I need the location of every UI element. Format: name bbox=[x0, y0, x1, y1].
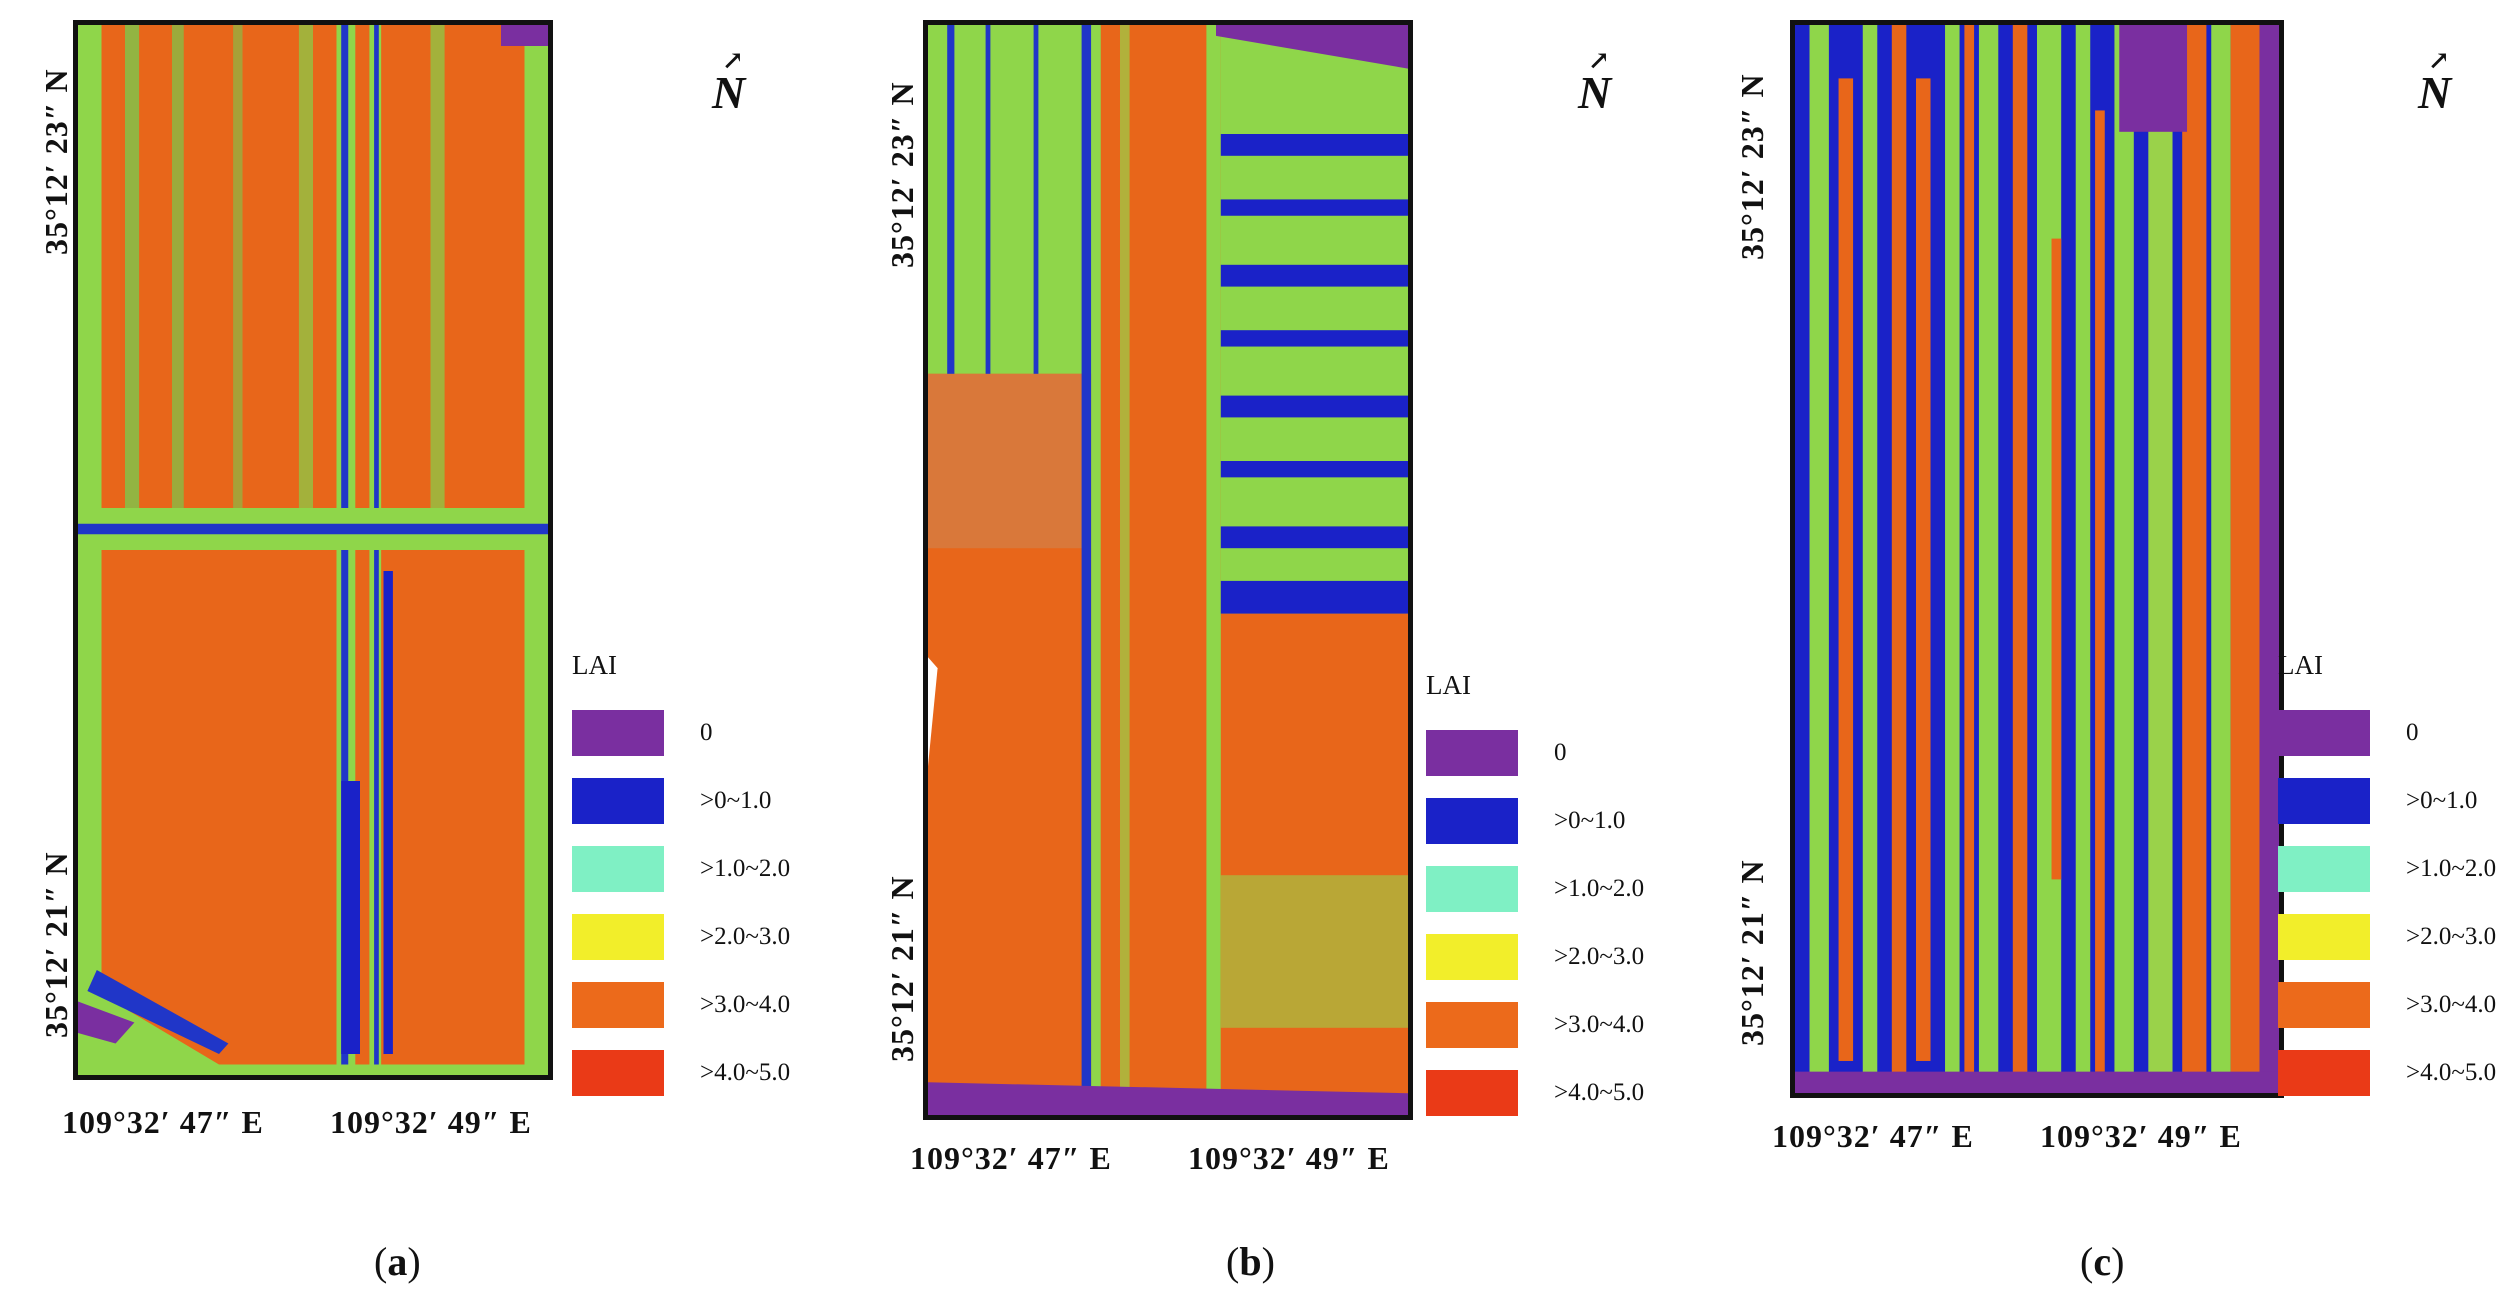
legend-item: >1.0~2.0 bbox=[1426, 855, 1644, 923]
legend-label: >3.0~4.0 bbox=[2406, 991, 2497, 1018]
legend-label: >2.0~3.0 bbox=[1554, 943, 1645, 970]
legend-label: 0 bbox=[1554, 739, 1567, 766]
legend-item: >4.0~5.0 bbox=[2278, 1039, 2496, 1107]
legend-swatch bbox=[572, 846, 664, 892]
lai-raster-a bbox=[78, 25, 548, 1075]
legend-item: >3.0~4.0 bbox=[572, 971, 790, 1039]
legend-swatch bbox=[1426, 934, 1518, 980]
lai-legend-c: LAI 0 >0~1.0 >1.0~2.0 >2.0~3.0 >3.0~4.0 … bbox=[2278, 650, 2496, 1107]
legend-item: >0~1.0 bbox=[2278, 767, 2496, 835]
legend-swatch bbox=[1426, 798, 1518, 844]
legend-swatch bbox=[2278, 778, 2370, 824]
legend-swatch bbox=[2278, 846, 2370, 892]
panel-c: 35°12′ 23″ N 35°12′ 21″ N 109°32′ 47″ E … bbox=[1680, 0, 2519, 1298]
legend-item: 0 bbox=[572, 699, 790, 767]
legend-swatch bbox=[1426, 730, 1518, 776]
legend-label: 0 bbox=[2406, 719, 2419, 746]
north-arrow-b: ↗ N bbox=[1578, 46, 1612, 119]
legend-label: >3.0~4.0 bbox=[1554, 1011, 1645, 1038]
legend-item: 0 bbox=[2278, 699, 2496, 767]
legend-swatch bbox=[572, 778, 664, 824]
lai-legend-b: LAI 0 >0~1.0 >1.0~2.0 >2.0~3.0 >3.0~4.0 … bbox=[1426, 670, 1644, 1127]
legend-swatch bbox=[2278, 710, 2370, 756]
legend-swatch bbox=[572, 710, 664, 756]
north-arrow-icon: ↗ bbox=[722, 46, 744, 75]
lai-legend-a: LAI 0 >0~1.0 >1.0~2.0 >2.0~3.0 >3.0~4.0 … bbox=[572, 650, 790, 1107]
legend-swatch bbox=[572, 982, 664, 1028]
legend-label: >4.0~5.0 bbox=[700, 1059, 791, 1086]
lon-left-a: 109°32′ 47″ E bbox=[62, 1104, 264, 1140]
north-arrow-icon: ↗ bbox=[1588, 46, 1610, 75]
legend-item: >2.0~3.0 bbox=[572, 903, 790, 971]
legend-label: >3.0~4.0 bbox=[700, 991, 791, 1018]
lai-raster-c bbox=[1795, 25, 2279, 1093]
legend-label: >2.0~3.0 bbox=[700, 923, 791, 950]
lat-top-b: 35°12′ 23″ N bbox=[884, 81, 920, 268]
legend-label: >0~1.0 bbox=[700, 787, 772, 814]
legend-label: >0~1.0 bbox=[2406, 787, 2478, 814]
legend-label: 0 bbox=[700, 719, 713, 746]
caption-b: (b) bbox=[1226, 1239, 1275, 1284]
legend-item: >2.0~3.0 bbox=[2278, 903, 2496, 971]
legend-label: >1.0~2.0 bbox=[1554, 875, 1645, 902]
legend-swatch bbox=[2278, 1050, 2370, 1096]
lon-right-c: 109°32′ 49″ E bbox=[2040, 1118, 2242, 1154]
legend-title: LAI bbox=[1426, 670, 1471, 700]
legend-item: >0~1.0 bbox=[572, 767, 790, 835]
caption-c: (c) bbox=[2080, 1239, 2125, 1284]
legend-title: LAI bbox=[572, 650, 617, 680]
lai-map-c bbox=[1790, 20, 2284, 1098]
legend-item: >4.0~5.0 bbox=[1426, 1059, 1644, 1127]
legend-label: >4.0~5.0 bbox=[2406, 1059, 2497, 1086]
north-label: N bbox=[2418, 67, 2452, 118]
lai-raster-b bbox=[928, 25, 1408, 1115]
legend-swatch bbox=[2278, 982, 2370, 1028]
lat-bottom-c: 35°12′ 21″ N bbox=[1734, 859, 1770, 1046]
legend-item: >1.0~2.0 bbox=[2278, 835, 2496, 903]
legend-item: >3.0~4.0 bbox=[1426, 991, 1644, 1059]
lon-right-b: 109°32′ 49″ E bbox=[1188, 1140, 1390, 1176]
lon-left-c: 109°32′ 47″ E bbox=[1772, 1118, 1974, 1154]
legend-swatch bbox=[1426, 866, 1518, 912]
north-arrow-a: ↗ N bbox=[712, 46, 746, 119]
lat-top-c: 35°12′ 23″ N bbox=[1734, 73, 1770, 260]
legend-label: >1.0~2.0 bbox=[2406, 855, 2497, 882]
north-arrow-c: ↗ N bbox=[2418, 46, 2452, 119]
north-label: N bbox=[1578, 67, 1612, 118]
legend-label: >2.0~3.0 bbox=[2406, 923, 2497, 950]
north-label: N bbox=[712, 67, 746, 118]
panel-a: 35°12′ 23″ N 35°12′ 21″ N 109°32′ 47″ E … bbox=[0, 0, 840, 1298]
legend-item: >4.0~5.0 bbox=[572, 1039, 790, 1107]
lat-bottom-a: 35°12′ 21″ N bbox=[38, 851, 74, 1038]
legend-item: >1.0~2.0 bbox=[572, 835, 790, 903]
legend-swatch bbox=[572, 914, 664, 960]
lat-top-a: 35°12′ 23″ N bbox=[38, 68, 74, 255]
lon-right-a: 109°32′ 49″ E bbox=[330, 1104, 532, 1140]
legend-item: >0~1.0 bbox=[1426, 787, 1644, 855]
legend-item: >2.0~3.0 bbox=[1426, 923, 1644, 991]
legend-item: >3.0~4.0 bbox=[2278, 971, 2496, 1039]
legend-label: >0~1.0 bbox=[1554, 807, 1626, 834]
lai-map-a bbox=[73, 20, 553, 1080]
legend-label: >1.0~2.0 bbox=[700, 855, 791, 882]
legend-swatch bbox=[572, 1050, 664, 1096]
legend-swatch bbox=[1426, 1070, 1518, 1116]
legend-swatch bbox=[2278, 914, 2370, 960]
caption-a: (a) bbox=[374, 1239, 421, 1284]
legend-title: LAI bbox=[2278, 650, 2323, 680]
legend-label: >4.0~5.0 bbox=[1554, 1079, 1645, 1106]
north-arrow-icon: ↗ bbox=[2428, 46, 2450, 75]
legend-swatch bbox=[1426, 1002, 1518, 1048]
lat-bottom-b: 35°12′ 21″ N bbox=[884, 875, 920, 1062]
panel-b: 35°12′ 23″ N 35°12′ 21″ N 109°32′ 47″ E … bbox=[840, 0, 1680, 1298]
lon-left-b: 109°32′ 47″ E bbox=[910, 1140, 1112, 1176]
lai-map-b bbox=[923, 20, 1413, 1120]
legend-item: 0 bbox=[1426, 719, 1644, 787]
